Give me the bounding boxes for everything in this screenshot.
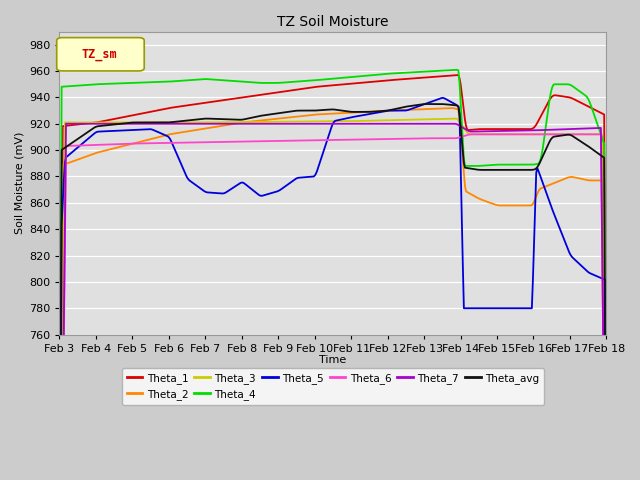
Theta_7 (320, 121, 328, 127)
Line: Theta_5: Theta_5 (60, 98, 606, 480)
Theta_3 (351, 118, 359, 124)
Theta_4 (454, 67, 461, 72)
Theta_5 (351, 114, 359, 120)
Theta_3 (319, 119, 326, 124)
Y-axis label: Soil Moisture (mV): Soil Moisture (mV) (15, 132, 25, 234)
Theta_1 (454, 72, 461, 78)
Line: Theta_3: Theta_3 (60, 119, 606, 480)
Theta_6 (316, 137, 323, 143)
Theta_3 (381, 118, 389, 123)
Theta_avg (591, 148, 598, 154)
Theta_6 (505, 132, 513, 137)
Theta_1 (591, 107, 598, 112)
Theta_4 (351, 74, 359, 80)
Theta_4 (505, 162, 513, 168)
Theta_2 (505, 203, 513, 208)
Line: Theta_6: Theta_6 (60, 134, 606, 480)
Theta_avg (505, 167, 513, 173)
Theta_avg (319, 107, 326, 113)
Theta_7 (316, 121, 324, 127)
Theta_6 (351, 137, 359, 143)
Line: Theta_4: Theta_4 (60, 70, 606, 480)
Theta_7 (62, 121, 70, 127)
Theta_5 (319, 152, 326, 157)
Line: Theta_7: Theta_7 (60, 124, 606, 480)
Theta_avg (316, 108, 323, 113)
Theta_1 (351, 80, 359, 86)
Line: Theta_2: Theta_2 (60, 108, 606, 480)
Title: TZ Soil Moisture: TZ Soil Moisture (277, 15, 388, 29)
X-axis label: Time: Time (319, 355, 346, 365)
Theta_1 (319, 84, 326, 89)
Theta_7 (505, 128, 513, 134)
Theta_3 (316, 119, 323, 124)
Theta_4 (319, 77, 326, 83)
Theta_3 (451, 116, 459, 121)
Theta_6 (468, 132, 476, 137)
Theta_avg (423, 101, 431, 107)
Theta_2 (447, 105, 454, 111)
Theta_5 (438, 95, 446, 101)
Theta_2 (381, 108, 389, 114)
Text: TZ_sm: TZ_sm (81, 48, 116, 61)
Theta_5 (505, 305, 513, 311)
Theta_5 (316, 162, 323, 168)
Line: Theta_avg: Theta_avg (60, 104, 606, 480)
Theta_7 (353, 121, 360, 127)
FancyBboxPatch shape (57, 37, 144, 71)
Theta_6 (319, 137, 326, 143)
Theta_1 (316, 84, 323, 89)
Theta_avg (381, 108, 389, 114)
Theta_6 (591, 132, 598, 137)
Theta_2 (591, 178, 598, 183)
Line: Theta_1: Theta_1 (60, 75, 606, 480)
Theta_2 (351, 109, 359, 115)
Theta_2 (316, 111, 323, 117)
Theta_3 (505, 132, 513, 137)
Theta_6 (381, 136, 389, 142)
Theta_5 (591, 272, 598, 278)
Theta_2 (319, 111, 326, 117)
Theta_4 (381, 71, 389, 77)
Theta_7 (591, 125, 598, 131)
Legend: Theta_1, Theta_2, Theta_3, Theta_4, Theta_5, Theta_6, Theta_7, Theta_avg: Theta_1, Theta_2, Theta_3, Theta_4, Thet… (122, 368, 544, 405)
Theta_avg (351, 109, 359, 115)
Theta_1 (381, 78, 389, 84)
Theta_4 (591, 112, 598, 118)
Theta_4 (316, 77, 323, 83)
Theta_7 (382, 121, 390, 127)
Theta_1 (505, 126, 513, 132)
Theta_3 (591, 132, 598, 137)
Theta_5 (381, 108, 389, 114)
